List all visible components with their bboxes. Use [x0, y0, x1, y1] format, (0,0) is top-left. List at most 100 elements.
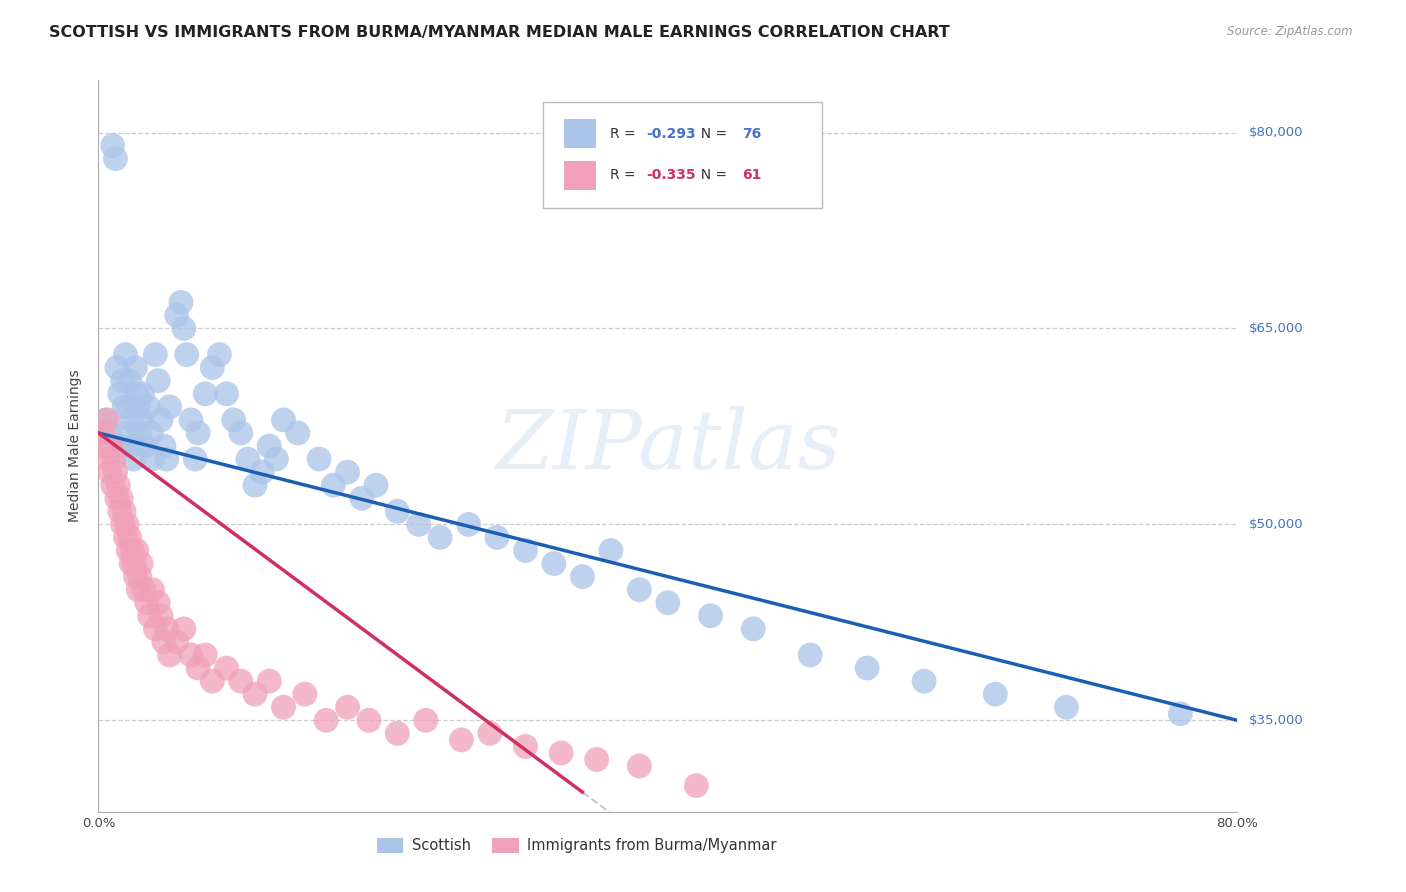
Point — [125, 386, 148, 401]
Point — [153, 635, 176, 649]
Point — [141, 582, 163, 597]
Point — [600, 543, 623, 558]
Point — [429, 530, 451, 544]
Point — [121, 439, 143, 453]
Point — [515, 543, 537, 558]
Point — [101, 478, 124, 492]
Point — [273, 700, 295, 714]
Bar — [564, 161, 596, 190]
Text: SCOTTISH VS IMMIGRANTS FROM BURMA/MYANMAR MEDIAN MALE EARNINGS CORRELATION CHART: SCOTTISH VS IMMIGRANTS FROM BURMA/MYANMA… — [49, 25, 950, 40]
Point — [98, 425, 121, 440]
Point — [170, 295, 193, 310]
Point — [128, 425, 150, 440]
Point — [138, 608, 160, 623]
Point — [115, 517, 138, 532]
Point — [250, 465, 273, 479]
Point — [742, 622, 765, 636]
Point — [336, 465, 359, 479]
Point — [266, 452, 288, 467]
Point — [208, 347, 231, 362]
Point — [150, 413, 173, 427]
Point — [139, 425, 162, 440]
Point — [1056, 700, 1078, 714]
Point — [148, 596, 170, 610]
Point — [187, 661, 209, 675]
Point — [478, 726, 501, 740]
Point — [387, 504, 409, 518]
Text: $35,000: $35,000 — [1249, 714, 1303, 727]
Point — [457, 517, 479, 532]
Point — [259, 439, 281, 453]
Text: -0.293: -0.293 — [647, 127, 696, 141]
Point — [122, 557, 145, 571]
Point — [131, 386, 153, 401]
Point — [129, 413, 152, 427]
Point — [107, 478, 129, 492]
Point — [243, 687, 266, 701]
Point — [173, 321, 195, 335]
Point — [108, 386, 131, 401]
Point — [294, 687, 316, 701]
Text: $65,000: $65,000 — [1249, 322, 1303, 335]
Point — [364, 478, 387, 492]
Point — [515, 739, 537, 754]
Point — [145, 622, 167, 636]
Point — [585, 752, 607, 766]
Point — [101, 138, 124, 153]
Point — [125, 543, 148, 558]
Text: 61: 61 — [742, 169, 761, 182]
Point — [91, 425, 114, 440]
Y-axis label: Median Male Earnings: Median Male Earnings — [69, 369, 83, 523]
Point — [166, 635, 188, 649]
Point — [308, 452, 330, 467]
Point — [124, 360, 146, 375]
Point — [194, 648, 217, 662]
Point — [136, 400, 159, 414]
Point — [114, 347, 136, 362]
Point — [128, 569, 150, 583]
Point — [111, 374, 134, 388]
Point — [134, 439, 156, 453]
Point — [118, 374, 141, 388]
Point — [259, 674, 281, 689]
Point — [156, 452, 179, 467]
Point — [103, 452, 125, 467]
Point — [104, 465, 127, 479]
Point — [132, 582, 155, 597]
Point — [336, 700, 359, 714]
Point — [657, 596, 679, 610]
Point — [543, 557, 565, 571]
Point — [110, 491, 132, 506]
Point — [315, 714, 337, 728]
Text: N =: N = — [692, 127, 731, 141]
Point — [150, 608, 173, 623]
Point — [112, 400, 135, 414]
Point — [129, 557, 152, 571]
Text: $80,000: $80,000 — [1249, 126, 1303, 139]
Point — [112, 504, 135, 518]
Point — [912, 674, 935, 689]
Point — [184, 452, 207, 467]
Point — [135, 596, 157, 610]
Point — [322, 478, 344, 492]
Text: 76: 76 — [742, 127, 761, 141]
Text: $50,000: $50,000 — [1249, 518, 1303, 531]
Point — [94, 439, 117, 453]
Point — [115, 425, 138, 440]
Point — [685, 779, 707, 793]
Point — [117, 400, 139, 414]
Point — [104, 152, 127, 166]
Point — [450, 732, 472, 747]
Point — [145, 347, 167, 362]
Point — [187, 425, 209, 440]
Point — [486, 530, 509, 544]
Point — [110, 439, 132, 453]
Point — [550, 746, 572, 760]
Point — [180, 648, 202, 662]
Point — [153, 439, 176, 453]
Point — [628, 759, 651, 773]
Point — [120, 413, 142, 427]
Point — [98, 465, 121, 479]
Text: Source: ZipAtlas.com: Source: ZipAtlas.com — [1227, 25, 1353, 38]
Bar — [564, 119, 596, 148]
